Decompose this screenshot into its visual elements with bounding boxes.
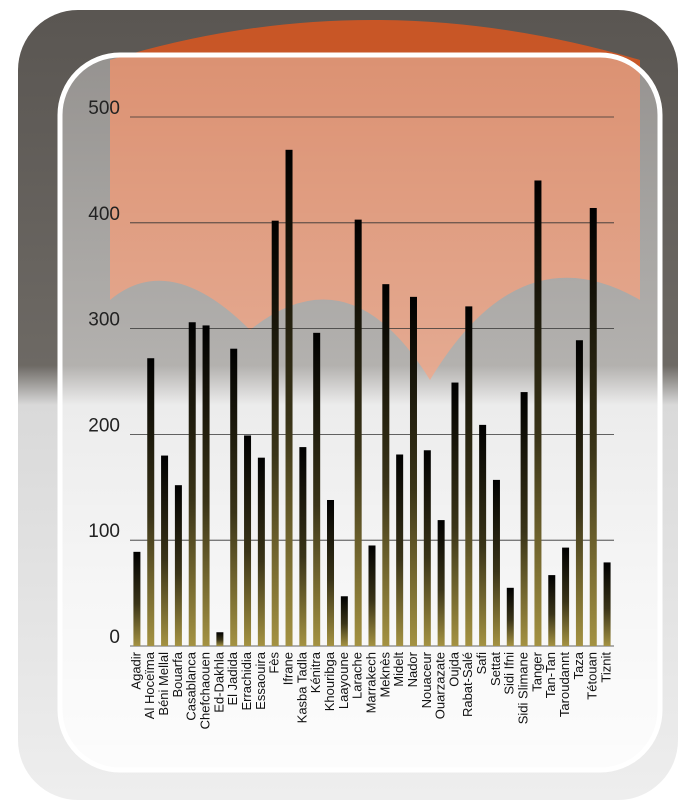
bar	[465, 306, 473, 646]
bar	[285, 149, 293, 646]
x-tick-label: Khouribga	[322, 651, 337, 711]
x-tick-label: Midelt	[391, 652, 406, 687]
bar	[492, 479, 500, 646]
bar	[257, 457, 265, 646]
bar	[340, 596, 348, 646]
x-tick-label: Ouarzazate	[433, 652, 448, 719]
y-tick-label: 300	[88, 310, 120, 331]
x-tick-label: Marrakech	[363, 652, 378, 713]
x-tick-label: Essaouira	[253, 651, 268, 710]
x-tick-label: Errachidia	[239, 651, 254, 710]
x-tick-label: Nouaceur	[419, 651, 434, 708]
bar	[382, 284, 390, 646]
x-tick-label: El Jadida	[225, 651, 240, 705]
bar	[216, 632, 224, 646]
bar	[368, 545, 376, 646]
bar	[327, 499, 335, 646]
bar	[589, 207, 597, 646]
bar	[313, 332, 321, 646]
x-tick-label: Béni Mellal	[156, 652, 171, 716]
bar	[506, 587, 514, 646]
bar	[147, 358, 155, 646]
bar	[603, 562, 611, 646]
x-tick-label: Taza	[571, 651, 586, 679]
bar	[188, 322, 196, 646]
bar	[575, 340, 583, 646]
x-tick-label: Laayoune	[336, 652, 351, 709]
bar	[230, 348, 238, 646]
x-tick-label: Agadir	[128, 651, 143, 689]
x-tick-label: Safi	[474, 652, 489, 675]
x-tick-label: Tétouan	[585, 652, 600, 700]
x-tick-label: Ed-Dakhla	[211, 651, 226, 712]
x-tick-label: Al Hoceïma	[142, 651, 157, 719]
x-tick-label: Taroudannt	[557, 652, 572, 717]
x-tick-label: Oujda	[446, 651, 461, 686]
x-tick-label: Tiznit	[599, 652, 614, 683]
bar	[409, 296, 417, 646]
x-tick-label: Bouarfa	[170, 651, 185, 697]
x-tick-label: Chefchaouen	[197, 652, 212, 729]
y-tick-label: 400	[88, 204, 120, 225]
bar	[534, 180, 542, 647]
x-tick-label: Sidi Slimane	[516, 652, 531, 724]
x-tick-label: Meknès	[377, 652, 392, 698]
bar	[437, 520, 445, 646]
x-tick-label: Tanger	[529, 651, 544, 691]
bar	[133, 551, 141, 646]
y-tick-label: 500	[88, 98, 120, 119]
x-tick-label: Rabat-Salé	[460, 652, 475, 717]
y-tick-label: 100	[88, 521, 120, 542]
bar	[161, 455, 169, 646]
bar	[423, 450, 431, 646]
x-tick-label: Nador	[405, 651, 420, 687]
x-tick-label: Fès	[267, 652, 282, 674]
x-tick-label: Tan-Tan	[543, 652, 558, 698]
x-tick-label: Kénitra	[308, 651, 323, 693]
bar	[520, 392, 528, 646]
x-tick-label: Kasba Tadla	[294, 651, 309, 723]
bar	[299, 447, 307, 646]
bar	[244, 435, 252, 646]
bar	[354, 219, 362, 646]
bar	[479, 424, 487, 646]
x-tick-label: Settat	[488, 652, 503, 686]
bar	[548, 575, 556, 646]
bar	[451, 382, 459, 646]
x-tick-label: Sidi Ifni	[502, 652, 517, 695]
y-tick-label: 0	[109, 627, 120, 648]
y-tick-label: 200	[88, 415, 120, 436]
bar	[174, 485, 182, 646]
x-tick-label: Casablanca	[184, 651, 199, 720]
bar	[396, 454, 404, 646]
x-tick-label: Ifrane	[280, 652, 295, 685]
bar	[202, 325, 210, 646]
x-tick-label: Larache	[350, 652, 365, 699]
bar	[562, 547, 570, 646]
bar	[271, 220, 279, 646]
